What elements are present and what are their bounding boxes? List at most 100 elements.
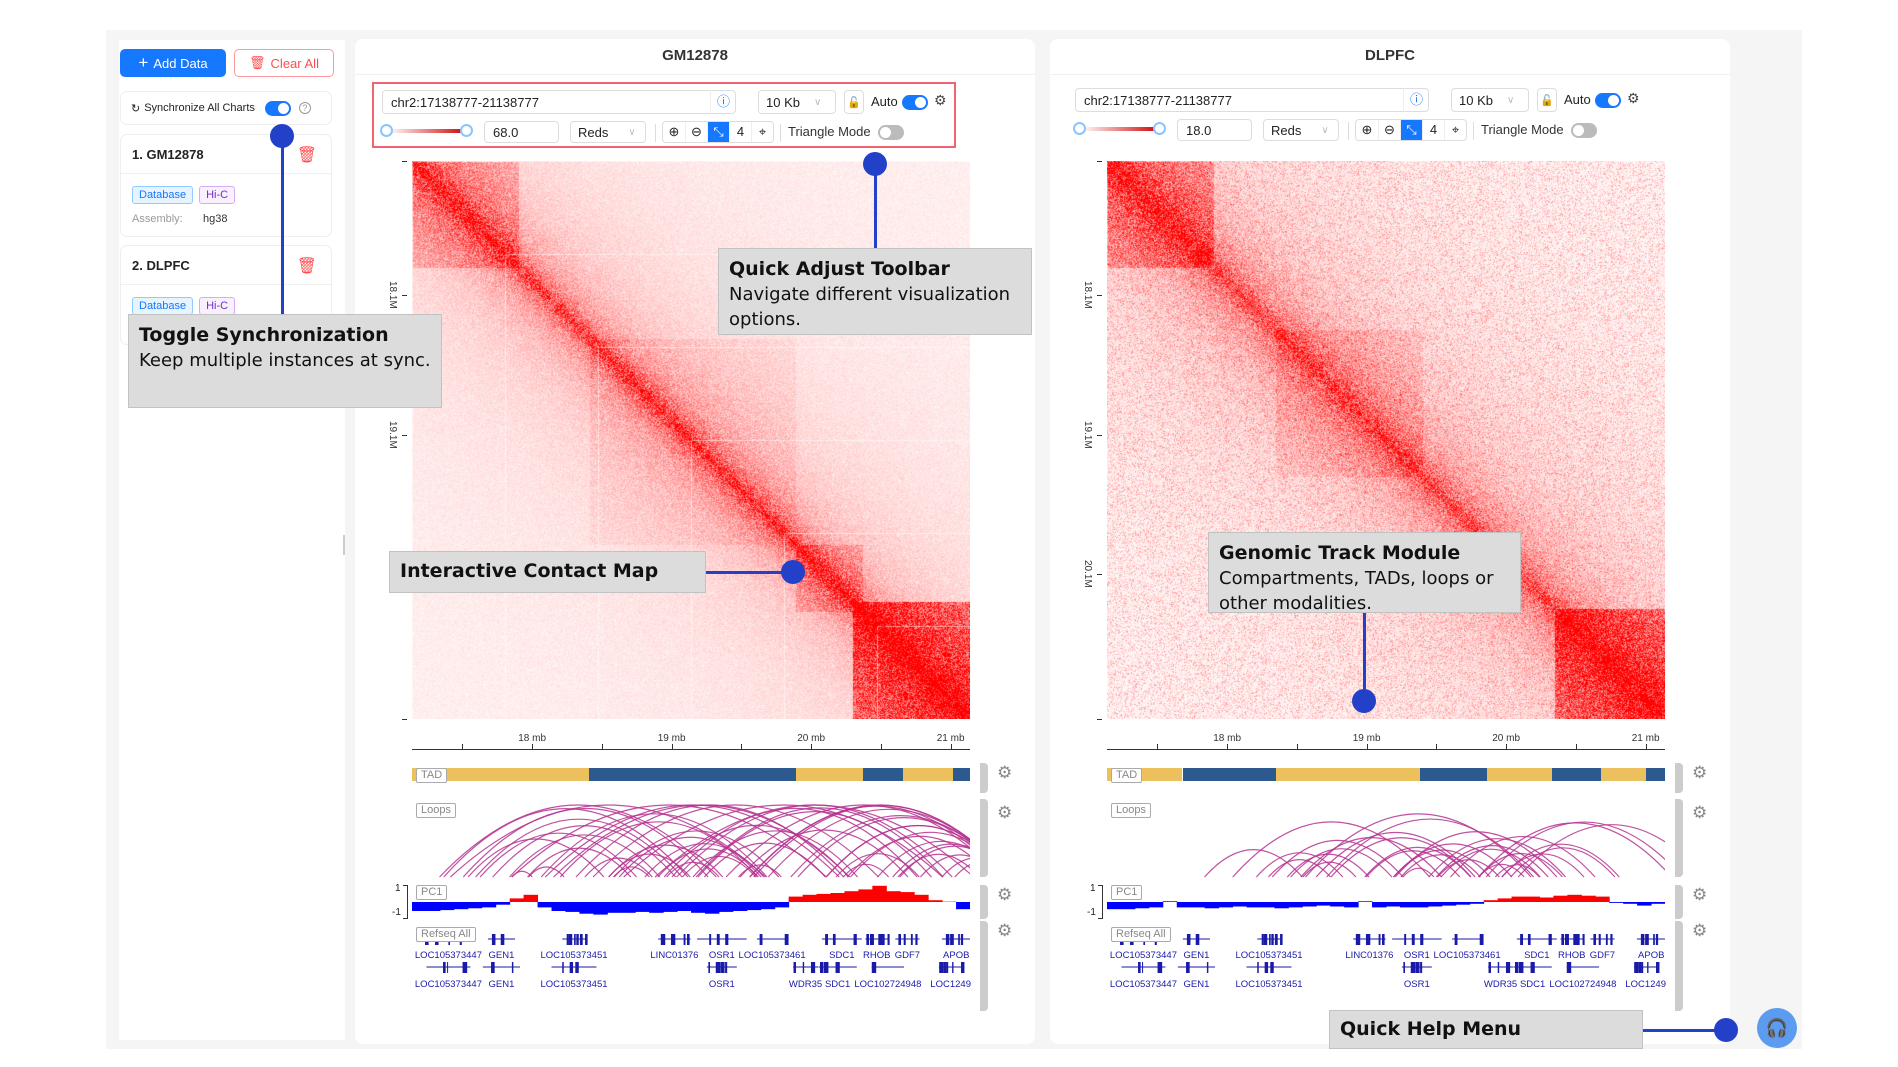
question-circle-icon[interactable]: ? [298, 102, 311, 114]
gene-exon [720, 962, 724, 973]
slider-min-handle[interactable] [380, 124, 393, 137]
location-input[interactable]: chr2:17138777-21138777 [382, 90, 736, 114]
resolution-select[interactable]: 10 Kb ∨ [1451, 88, 1529, 112]
gear-icon[interactable]: ⚙ [997, 763, 1013, 782]
gene-exon [1257, 962, 1259, 973]
loop-arc [1271, 839, 1404, 878]
y-tick [1097, 161, 1102, 162]
question-circle-icon[interactable]: ⓘ [710, 90, 736, 114]
auto-toggle[interactable] [1595, 93, 1621, 108]
target-icon[interactable]: ⌖ [751, 122, 773, 142]
gene-exon [835, 962, 840, 973]
resolution-select[interactable]: 10 Kb ∨ [758, 90, 836, 114]
x-tick [462, 744, 464, 749]
expand-icon[interactable]: ⤡ [1400, 120, 1422, 140]
chevron-down-icon: ∨ [1506, 94, 1515, 106]
track-scrollbar[interactable] [1675, 763, 1683, 793]
gene-exon [1489, 962, 1491, 973]
loop-arc [695, 807, 944, 878]
pc1-bar [1358, 901, 1373, 902]
colorscale-slider-track[interactable] [388, 129, 468, 133]
slider-max-handle[interactable] [460, 124, 473, 137]
dataset-title: 1. GM12878 [132, 147, 204, 162]
gene-label: LOC105373451 [1235, 979, 1303, 990]
max-value-input[interactable]: 68.0 [484, 121, 559, 143]
colormap-select[interactable]: Reds ∨ [1263, 119, 1339, 141]
loop-arc [654, 804, 970, 878]
pc1-bar [1455, 902, 1471, 905]
gene-label: LOC105373461 [738, 950, 806, 961]
gene-exon [962, 962, 965, 973]
gene-exon [1404, 934, 1407, 945]
x-tick-label: 20 mb [797, 733, 826, 744]
delete-trash-icon[interactable]: 🗑 [296, 147, 317, 164]
contact-map-canvas[interactable] [412, 161, 970, 719]
gene-exon [819, 962, 824, 973]
gear-icon[interactable]: ⚙ [934, 92, 947, 108]
toolbar-callout: Quick Adjust Toolbar Navigate different v… [718, 248, 1032, 335]
auto-toggle[interactable] [902, 95, 928, 110]
loop-arc [1450, 835, 1596, 878]
clear-all-button[interactable]: 🗑 Clear All [234, 49, 334, 77]
colormap-value: Reds [578, 124, 609, 140]
zoom-in-icon[interactable]: ⊕ [1361, 122, 1373, 137]
gene-exon [1488, 962, 1491, 973]
track-scrollbar[interactable] [980, 921, 988, 1011]
loops-track [439, 804, 970, 878]
slider-max-handle[interactable] [1153, 122, 1166, 135]
gene-exon [464, 962, 468, 973]
gear-icon[interactable]: ⚙ [997, 885, 1013, 904]
gear-icon[interactable]: ⚙ [1627, 90, 1640, 106]
sidebar-resize-handle[interactable] [343, 535, 345, 555]
gear-icon[interactable]: ⚙ [1692, 921, 1708, 940]
unlock-icon[interactable]: 🔓 [844, 90, 864, 114]
gear-icon[interactable]: ⚙ [1692, 763, 1708, 782]
track-scrollbar[interactable] [980, 885, 988, 919]
gene-exon [574, 934, 576, 945]
pc1-bar [704, 902, 720, 914]
gear-icon[interactable]: ⚙ [997, 803, 1013, 822]
zoom-out-icon[interactable]: ⊖ [685, 122, 707, 142]
gear-icon[interactable]: ⚙ [1692, 885, 1708, 904]
expand-icon[interactable]: ⤡ [707, 122, 729, 142]
track-callout-line [1363, 613, 1366, 701]
slider-min-handle[interactable] [1073, 122, 1086, 135]
zoom-in-icon[interactable]: ⊕ [668, 124, 680, 139]
loop-arc [1494, 864, 1540, 878]
colorscale-slider-track[interactable] [1081, 127, 1161, 131]
contact-map-canvas[interactable] [1107, 161, 1665, 719]
triangle-mode-toggle[interactable] [1571, 123, 1597, 138]
zoom-out-icon[interactable]: ⊖ [1378, 120, 1400, 140]
tad-segment [412, 768, 590, 781]
loop-arc [671, 807, 918, 878]
gear-icon[interactable]: ⚙ [1692, 803, 1708, 822]
gene-exon [1269, 934, 1271, 945]
unlock-icon[interactable]: 🔓 [1537, 88, 1557, 112]
triangle-mode-toggle[interactable] [878, 125, 904, 140]
sync-toggle[interactable] [264, 100, 291, 116]
gene-label: WDR35 [1483, 979, 1518, 990]
headset-icon[interactable]: 🎧 [1757, 1008, 1797, 1048]
track-scrollbar[interactable] [980, 763, 988, 793]
gene-exon [881, 934, 885, 945]
gear-icon[interactable]: ⚙ [997, 921, 1013, 940]
dataset-item-1[interactable]: 1. GM12878 🗑 Database Hi-C Assembly: hg38 [120, 134, 332, 237]
track-scrollbar[interactable] [1675, 799, 1683, 877]
pc1-track [412, 885, 970, 915]
colormap-select[interactable]: Reds ∨ [570, 121, 646, 143]
hic-panel-0: GM12878 chr2:17138777-21138777 ⓘ 10 Kb ∨ 🔓 Aut… [355, 39, 1035, 1044]
track-scrollbar[interactable] [1675, 885, 1683, 919]
pc1-bar [1274, 902, 1289, 909]
question-circle-icon[interactable]: ⓘ [1403, 88, 1429, 112]
pc1-bar [732, 902, 748, 911]
delete-trash-icon[interactable]: 🗑 [296, 258, 317, 275]
target-icon[interactable]: ⌖ [1444, 120, 1466, 140]
add-data-button[interactable]: + Add Data [120, 49, 226, 77]
max-value-input[interactable]: 18.0 [1177, 119, 1252, 141]
track-scrollbar[interactable] [1675, 921, 1683, 1011]
divider [1348, 122, 1349, 140]
location-input[interactable]: chr2:17138777-21138777 [1075, 88, 1429, 112]
track-scrollbar[interactable] [980, 799, 988, 877]
gene-label: LOC102724948 [854, 979, 922, 990]
loop-arc [941, 858, 970, 878]
